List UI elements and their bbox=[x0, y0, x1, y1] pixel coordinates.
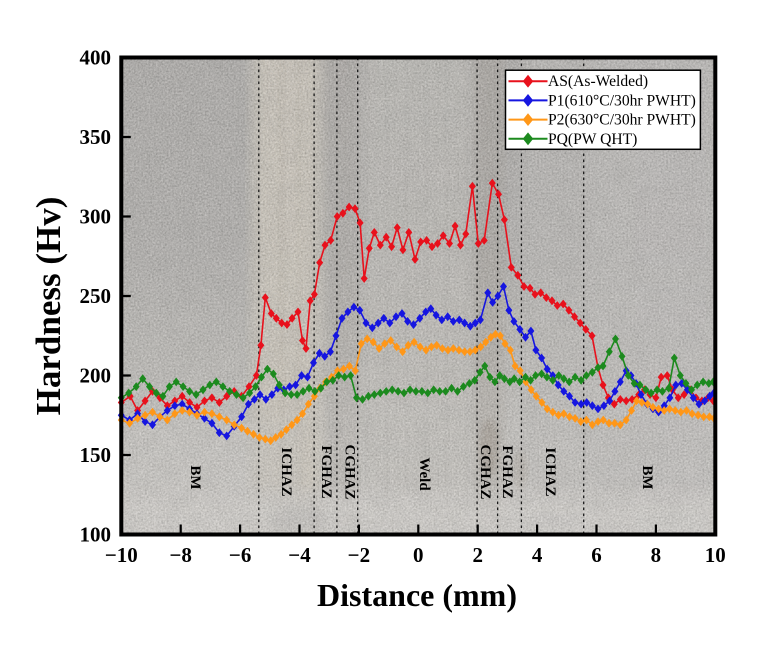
svg-text:−10: −10 bbox=[105, 543, 138, 567]
svg-text:4: 4 bbox=[532, 543, 543, 567]
svg-text:CGHAZ: CGHAZ bbox=[342, 444, 358, 499]
svg-text:10: 10 bbox=[705, 543, 726, 567]
svg-text:6: 6 bbox=[591, 543, 602, 567]
svg-text:200: 200 bbox=[80, 364, 112, 388]
svg-text:CGHAZ: CGHAZ bbox=[477, 444, 493, 499]
svg-text:0: 0 bbox=[413, 543, 424, 567]
svg-text:ICHAZ: ICHAZ bbox=[542, 447, 558, 496]
svg-text:Weld: Weld bbox=[416, 457, 432, 491]
svg-text:−6: −6 bbox=[229, 543, 251, 567]
svg-text:8: 8 bbox=[651, 543, 662, 567]
svg-text:350: 350 bbox=[80, 125, 112, 149]
svg-text:P1(610°C/30hr PWHT): P1(610°C/30hr PWHT) bbox=[548, 92, 696, 109]
svg-text:PQ(PW QHT): PQ(PW QHT) bbox=[548, 131, 637, 148]
svg-text:2: 2 bbox=[472, 543, 483, 567]
svg-text:FGHAZ: FGHAZ bbox=[499, 445, 515, 498]
svg-text:P2(630°C/30hr PWHT): P2(630°C/30hr PWHT) bbox=[548, 112, 696, 129]
svg-text:150: 150 bbox=[80, 443, 112, 467]
svg-text:AS(As-Welded): AS(As-Welded) bbox=[548, 73, 648, 90]
svg-text:−4: −4 bbox=[288, 543, 311, 567]
svg-text:Distance (mm): Distance (mm) bbox=[317, 577, 517, 613]
svg-text:−2: −2 bbox=[348, 543, 370, 567]
svg-text:300: 300 bbox=[80, 205, 112, 229]
svg-text:400: 400 bbox=[80, 46, 112, 70]
svg-text:FGHAZ: FGHAZ bbox=[318, 445, 334, 498]
svg-text:BM: BM bbox=[639, 465, 655, 489]
svg-text:ICHAZ: ICHAZ bbox=[278, 447, 294, 496]
svg-text:BM: BM bbox=[187, 465, 203, 489]
svg-text:Hardness (Hv): Hardness (Hv) bbox=[29, 197, 68, 416]
svg-text:−8: −8 bbox=[169, 543, 191, 567]
svg-text:100: 100 bbox=[80, 523, 112, 547]
svg-text:250: 250 bbox=[80, 284, 112, 308]
